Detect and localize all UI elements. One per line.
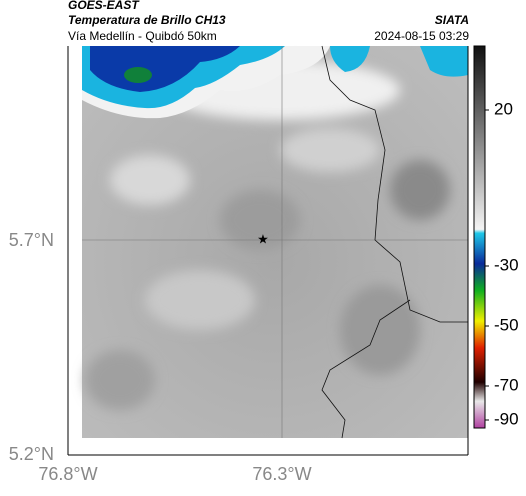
lat-label: 5.7°N bbox=[9, 230, 54, 250]
lat-label: 5.2°N bbox=[9, 444, 54, 464]
source: GOES-EAST bbox=[68, 0, 140, 12]
lon-label: 76.8°W bbox=[38, 464, 97, 484]
city-marker: ★ bbox=[257, 231, 269, 246]
texture bbox=[85, 60, 450, 410]
colorbar-tick-label: 20 bbox=[494, 99, 513, 118]
colorbar bbox=[473, 45, 486, 429]
lon-label: 76.3°W bbox=[252, 464, 311, 484]
coldest-top bbox=[124, 67, 152, 83]
colorbar-tick-label: -30 bbox=[494, 255, 519, 274]
colorbar-tick-label: -50 bbox=[494, 315, 519, 334]
title: Temperatura de Brillo CH13 bbox=[68, 13, 226, 27]
route: Vía Medellín - Quibdó 50km bbox=[68, 29, 217, 43]
colorbar-ticks: 20 -30 -50 -70 -90 bbox=[485, 99, 519, 428]
colorbar-tick-label: -70 bbox=[494, 375, 519, 394]
cold-cloud bbox=[330, 46, 370, 72]
border bbox=[321, 45, 468, 439]
colorbar-tick-label: -90 bbox=[494, 409, 519, 428]
map: ★ bbox=[82, 45, 468, 439]
timestamp: 2024-08-15 03:29 bbox=[374, 29, 469, 43]
brand: SIATA bbox=[435, 13, 469, 27]
cold-cloud-core bbox=[90, 46, 240, 92]
cold-cloud bbox=[420, 46, 468, 77]
